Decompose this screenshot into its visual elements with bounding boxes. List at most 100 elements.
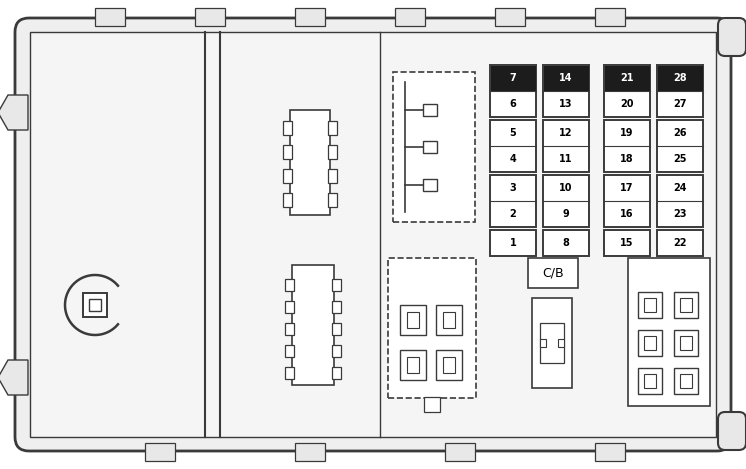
Bar <box>604 120 650 172</box>
Bar <box>540 339 546 347</box>
Text: 2: 2 <box>510 209 516 219</box>
Bar <box>680 374 692 388</box>
Bar <box>423 179 437 190</box>
Text: 12: 12 <box>560 128 573 138</box>
Bar <box>332 279 341 291</box>
Bar <box>292 265 334 385</box>
Bar <box>490 65 536 117</box>
Bar <box>495 8 525 26</box>
Bar <box>436 305 462 335</box>
Bar <box>680 298 692 312</box>
Bar <box>195 8 225 26</box>
Bar <box>657 175 703 227</box>
Text: C/B: C/B <box>542 266 564 280</box>
Bar <box>400 305 426 335</box>
Bar <box>407 357 419 373</box>
Bar <box>543 120 589 172</box>
Bar <box>543 65 589 117</box>
Bar <box>644 374 656 388</box>
Bar <box>424 397 440 412</box>
Text: 5: 5 <box>510 128 516 138</box>
Text: 28: 28 <box>673 73 687 83</box>
FancyBboxPatch shape <box>718 412 746 450</box>
Bar <box>604 230 650 256</box>
Bar <box>540 323 564 363</box>
Bar <box>285 301 294 313</box>
Bar <box>638 292 662 318</box>
Text: 17: 17 <box>620 183 634 193</box>
Bar <box>95 8 125 26</box>
Bar <box>595 443 625 461</box>
Bar <box>285 367 294 379</box>
Text: 13: 13 <box>560 99 573 109</box>
Bar <box>89 299 101 311</box>
Bar <box>638 330 662 356</box>
Text: 16: 16 <box>620 209 634 219</box>
Bar <box>283 121 292 135</box>
Bar <box>283 193 292 207</box>
Text: 18: 18 <box>620 154 634 164</box>
Text: 14: 14 <box>560 73 573 83</box>
Text: 20: 20 <box>620 99 634 109</box>
Text: 6: 6 <box>510 99 516 109</box>
Bar <box>295 443 325 461</box>
Bar <box>644 298 656 312</box>
Text: 22: 22 <box>673 238 687 248</box>
Text: 11: 11 <box>560 154 573 164</box>
Bar <box>490 120 536 172</box>
Bar <box>628 258 710 406</box>
Bar <box>285 345 294 357</box>
Bar <box>145 443 175 461</box>
Bar <box>328 145 337 159</box>
FancyBboxPatch shape <box>718 18 746 56</box>
Text: 19: 19 <box>620 128 634 138</box>
Bar <box>644 336 656 350</box>
Bar <box>283 169 292 183</box>
Text: 25: 25 <box>673 154 687 164</box>
Bar <box>528 258 578 288</box>
Bar <box>657 66 703 91</box>
Polygon shape <box>0 360 28 395</box>
Bar <box>443 357 455 373</box>
Bar <box>407 312 419 328</box>
Text: 7: 7 <box>510 73 516 83</box>
Text: 21: 21 <box>620 73 634 83</box>
Text: 3: 3 <box>510 183 516 193</box>
Bar <box>638 368 662 394</box>
Bar <box>30 32 716 437</box>
Bar <box>332 345 341 357</box>
Text: 1: 1 <box>510 238 516 248</box>
Bar <box>393 72 475 222</box>
Text: 23: 23 <box>673 209 687 219</box>
Bar <box>558 339 564 347</box>
Bar <box>490 175 536 227</box>
Bar <box>490 230 536 256</box>
Bar <box>595 8 625 26</box>
Bar <box>604 175 650 227</box>
Text: 9: 9 <box>562 209 569 219</box>
FancyBboxPatch shape <box>15 18 731 451</box>
Bar <box>328 169 337 183</box>
Text: 26: 26 <box>673 128 687 138</box>
Text: 27: 27 <box>673 99 687 109</box>
Bar <box>604 65 650 117</box>
Bar <box>332 367 341 379</box>
Bar <box>674 330 698 356</box>
Text: 8: 8 <box>562 238 569 248</box>
Bar <box>543 175 589 227</box>
Bar <box>674 368 698 394</box>
Bar <box>285 323 294 335</box>
Bar <box>544 66 589 91</box>
Text: 15: 15 <box>620 238 634 248</box>
Bar <box>491 66 536 91</box>
Bar <box>680 336 692 350</box>
Bar <box>423 104 437 115</box>
Polygon shape <box>0 95 28 130</box>
Bar <box>295 8 325 26</box>
Bar <box>83 293 107 317</box>
Text: 10: 10 <box>560 183 573 193</box>
Bar <box>328 121 337 135</box>
Bar <box>285 279 294 291</box>
Text: 24: 24 <box>673 183 687 193</box>
Bar <box>674 292 698 318</box>
